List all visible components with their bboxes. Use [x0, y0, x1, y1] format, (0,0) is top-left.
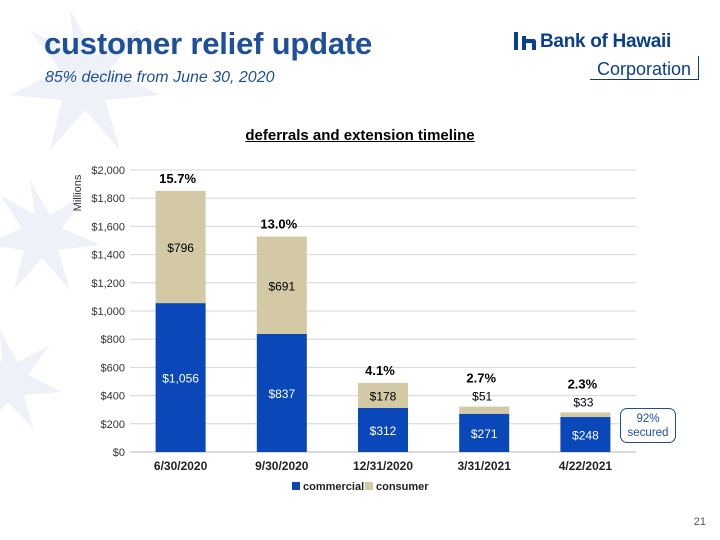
data-label-consumer: $33	[573, 395, 593, 409]
data-label-consumer: $691	[268, 279, 295, 293]
y-tick-label: $2,000	[91, 165, 125, 177]
data-label-commercial: $271	[471, 427, 498, 441]
y-axis-label: Millions	[72, 174, 84, 211]
bar-consumer	[358, 382, 408, 409]
logo-corporation: Corporation	[597, 59, 692, 79]
bar-commercial	[358, 408, 408, 452]
x-tick-label: 12/31/2020	[353, 459, 413, 473]
total-percent-label: 2.7%	[466, 371, 496, 386]
bar-consumer	[459, 406, 510, 414]
logo-mark-icon	[514, 32, 536, 50]
y-tick-label: $1,400	[91, 250, 125, 262]
y-tick-label: $1,000	[91, 306, 125, 318]
y-tick-label: $400	[101, 391, 125, 403]
bar-commercial	[155, 303, 206, 452]
x-tick-label: 9/30/2020	[255, 459, 309, 473]
page-subtitle: 85% decline from June 30, 2020	[45, 69, 275, 86]
bar-consumer	[155, 190, 206, 304]
data-label-commercial: $837	[268, 387, 295, 401]
data-label-consumer: $51	[472, 390, 492, 404]
bank-of-hawaii-logo: Bank of Hawaii Corporation	[510, 28, 700, 84]
page-title: customer relief update	[44, 26, 373, 61]
y-tick-label: $1,600	[91, 221, 125, 233]
logo-vertical-rule	[698, 56, 699, 80]
bar-commercial	[459, 413, 510, 452]
data-label-consumer: $796	[167, 241, 194, 255]
y-tick-label: $200	[101, 419, 125, 431]
bar-commercial	[256, 333, 307, 452]
legend-swatch-commercial	[292, 482, 300, 490]
data-label-commercial: $248	[572, 429, 599, 443]
data-label-commercial: $1,056	[162, 372, 199, 386]
secured-callout: 92% secured	[620, 408, 676, 443]
page-number: 21	[693, 516, 706, 528]
legend-label-consumer: consumer	[376, 481, 429, 493]
x-tick-label: 3/31/2021	[458, 459, 512, 473]
bar-consumer	[560, 412, 611, 418]
logo-name: Bank of Hawaii	[540, 31, 671, 52]
chart-title: deferrals and extension timeline	[245, 127, 475, 144]
y-tick-label: $600	[101, 362, 125, 374]
legend-label-commercial: commercial	[303, 481, 364, 493]
y-tick-label: $1,200	[91, 278, 125, 290]
callout-percent: 92%	[636, 413, 660, 425]
total-percent-label: 15.7%	[159, 171, 196, 186]
background-star-pattern	[0, 10, 160, 430]
logo-underline	[590, 79, 698, 80]
bar-commercial	[560, 417, 611, 452]
y-tick-label: $0	[113, 447, 125, 459]
total-percent-label: 13.0%	[260, 217, 297, 232]
bar-consumer	[256, 236, 307, 334]
legend-swatch-consumer	[365, 482, 373, 490]
y-tick-label: $800	[101, 334, 125, 346]
data-label-consumer: $178	[370, 389, 397, 403]
total-percent-label: 2.3%	[568, 376, 598, 391]
callout-label: secured	[627, 427, 669, 439]
data-label-commercial: $312	[370, 424, 397, 438]
total-percent-label: 4.1%	[365, 363, 395, 378]
x-tick-label: 6/30/2020	[154, 459, 208, 473]
x-tick-label: 4/22/2021	[559, 459, 613, 473]
y-tick-label: $1,800	[91, 193, 125, 205]
